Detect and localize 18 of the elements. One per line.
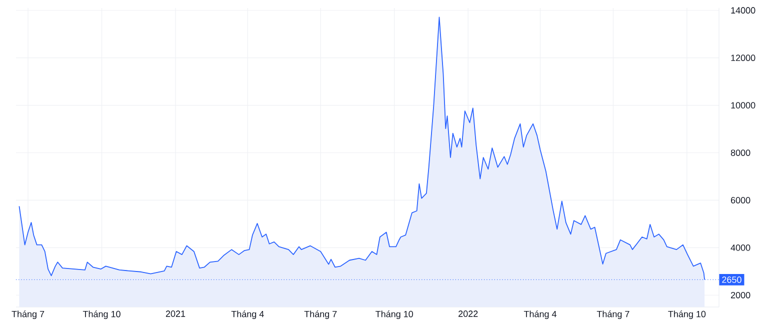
x-tick-label: Tháng 4 [231,310,264,320]
y-tick-label: 6000 [730,197,750,204]
x-tick-label: Tháng 10 [668,310,706,320]
x-tick-label: Tháng 7 [596,310,630,320]
x-tick-label: Tháng 10 [376,310,414,320]
x-tick-label: Tháng 7 [304,310,337,320]
y-tick-label: 8000 [730,150,750,156]
x-tick-label: 2022 [458,310,478,317]
y-tick-label: 4000 [730,244,750,251]
y-tick-label: 2000 [730,292,750,298]
y-tick-label: 12000 [731,54,756,62]
y-tick-label: 10000 [731,102,756,108]
x-tick-label: 2021 [166,310,186,317]
y-tick-label: 14000 [731,7,756,14]
ref-line-label: 2650 [722,276,742,283]
x-tick-label: Tháng 10 [82,310,120,320]
x-tick-label: Tháng 7 [12,310,44,320]
x-tick-label: Tháng 4 [524,310,556,320]
